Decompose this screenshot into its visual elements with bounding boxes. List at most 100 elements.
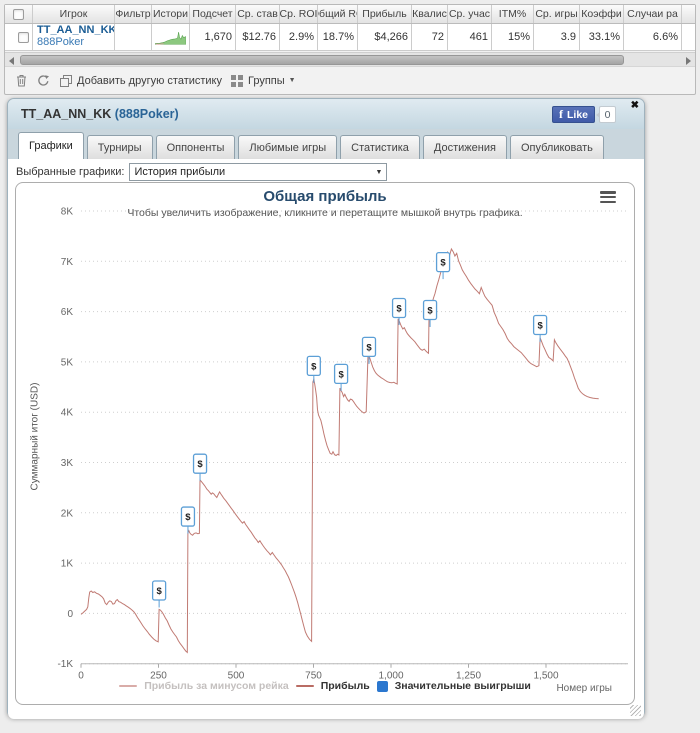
- column-header-5[interactable]: Ср. ROI: [280, 5, 318, 23]
- legend-item-profit[interactable]: Прибыль: [320, 680, 370, 692]
- win-marker-dollar: $: [537, 320, 543, 331]
- y-tick-label: 1K: [61, 559, 74, 570]
- win-marker-dollar: $: [440, 258, 446, 269]
- stat-cell-7: 15%: [492, 24, 534, 50]
- graph-selector-label: Выбранные графики:: [16, 166, 125, 178]
- stats-table-data-row: TT_AA_NN_KK 888Poker 1,670 $12.76 2.9% 18.7% $…: [5, 24, 695, 51]
- legend-square-wins-icon: [376, 680, 388, 692]
- column-header-7[interactable]: Прибыль: [358, 5, 412, 23]
- add-statistic-button[interactable]: Добавить другую статистику: [58, 73, 222, 88]
- tab-3[interactable]: Любимые игры: [238, 135, 338, 159]
- stat-cell-partial: [682, 24, 695, 50]
- column-header-partial: [682, 5, 695, 23]
- y-tick-label: 8K: [61, 207, 74, 218]
- stat-cell-6: 461: [448, 24, 492, 50]
- stat-cell-5: 72: [412, 24, 448, 50]
- graph-select[interactable]: История прибыли ▼: [129, 163, 388, 181]
- y-tick-label: -1K: [57, 659, 73, 670]
- x-tick-label: 500: [228, 671, 245, 682]
- win-marker-dollar: $: [396, 304, 402, 315]
- y-tick-label: 7K: [61, 257, 74, 268]
- add-statistic-icon: [58, 73, 73, 88]
- chart-legend: Прибыль за минусом рейка Прибыль Значите…: [16, 680, 634, 692]
- window-titlebar[interactable]: TT_AA_NN_KK (888Poker) f Like 0 ✖: [8, 99, 644, 129]
- profit-line: [80, 247, 599, 654]
- win-marker[interactable]: [180, 506, 196, 527]
- column-header-1[interactable]: Фильтр: [115, 5, 152, 23]
- tab-6[interactable]: Опубликовать: [509, 135, 604, 159]
- win-marker[interactable]: [192, 453, 208, 474]
- win-marker[interactable]: [391, 297, 407, 319]
- player-window: TT_AA_NN_KK (888Poker) f Like 0 ✖ График…: [7, 98, 645, 719]
- history-sparkline[interactable]: [155, 26, 186, 49]
- tab-4[interactable]: Статистика: [340, 135, 420, 159]
- win-marker[interactable]: [333, 363, 349, 385]
- column-header-10[interactable]: ITM%: [492, 5, 534, 23]
- win-marker[interactable]: [532, 314, 548, 336]
- resize-handle-icon[interactable]: [630, 705, 641, 716]
- column-header-13[interactable]: Случаи ра: [624, 5, 682, 23]
- win-marker[interactable]: [306, 355, 321, 377]
- y-tick-label: 2K: [61, 508, 74, 519]
- add-statistic-label: Добавить другую статистику: [77, 74, 222, 87]
- select-all-checkbox-cell: [5, 5, 33, 23]
- legend-dash-profit-icon: [295, 685, 314, 687]
- legend-item-rake[interactable]: Прибыль за минусом рейка: [144, 680, 289, 692]
- y-tick-label: 6K: [61, 307, 74, 318]
- player-name-link[interactable]: TT_AA_NN_KK: [37, 24, 115, 36]
- row-checkbox[interactable]: [18, 31, 29, 43]
- player-site-link[interactable]: 888Poker: [37, 36, 85, 48]
- column-header-6[interactable]: Общий RO: [318, 5, 358, 23]
- column-header-11[interactable]: Ср. игры: [534, 5, 580, 23]
- groups-label: Группы: [248, 74, 285, 87]
- stat-cell-8: 3.9: [534, 24, 580, 50]
- column-header-2[interactable]: Истори: [152, 5, 190, 23]
- window-title-site: (888Poker): [114, 107, 179, 121]
- scroll-right-icon[interactable]: [686, 57, 691, 65]
- win-marker-dollar: $: [366, 342, 372, 353]
- win-marker[interactable]: [151, 580, 167, 601]
- x-tick-label: 1,500: [533, 671, 558, 682]
- column-header-3[interactable]: Подсчет: [190, 5, 236, 23]
- stat-cell-1: $12.76: [236, 24, 280, 50]
- column-header-0[interactable]: Игрок: [33, 5, 115, 23]
- column-header-8[interactable]: Квалис: [412, 5, 448, 23]
- facebook-like-widget: f Like 0: [551, 106, 616, 123]
- trash-icon[interactable]: [14, 73, 29, 88]
- tab-5[interactable]: Достижения: [422, 135, 507, 159]
- tab-1[interactable]: Турниры: [86, 135, 153, 159]
- tab-2[interactable]: Оппоненты: [155, 135, 236, 159]
- win-marker[interactable]: [361, 336, 377, 358]
- win-marker-dollar: $: [156, 586, 162, 597]
- groups-button[interactable]: Группы ▼: [229, 73, 296, 88]
- select-all-checkbox[interactable]: [13, 8, 24, 20]
- chart-menu-icon[interactable]: [600, 191, 616, 203]
- win-marker[interactable]: [422, 299, 438, 321]
- window-title: TT_AA_NN_KK (888Poker): [21, 107, 179, 121]
- chart-subtitle: Чтобы увеличить изображение, кликните и …: [127, 207, 523, 219]
- tab-0[interactable]: Графики: [18, 132, 84, 159]
- scrollbar-thumb[interactable]: [20, 55, 624, 65]
- legend-item-wins[interactable]: Значительные выигрыши: [394, 680, 531, 692]
- x-tick-label: 1,000: [378, 671, 403, 682]
- win-marker-dollar: $: [197, 459, 203, 470]
- window-content: Выбранные графики: История прибыли ▼ 8K 7…: [8, 159, 644, 719]
- refresh-icon[interactable]: [36, 73, 51, 88]
- tab-bar: Графики Турниры Оппоненты Любимые игры Стати…: [8, 129, 644, 159]
- horizontal-scrollbar[interactable]: [5, 52, 695, 67]
- column-header-4[interactable]: Ср. став: [236, 5, 280, 23]
- x-tick-label: 750: [305, 671, 322, 682]
- facebook-like-button[interactable]: f Like: [551, 106, 595, 123]
- scroll-left-icon[interactable]: [9, 57, 14, 65]
- column-header-9[interactable]: Ср. учас: [448, 5, 492, 23]
- close-icon[interactable]: ✖: [630, 100, 639, 111]
- win-marker[interactable]: [435, 251, 451, 273]
- chart-plot-area[interactable]: 8K 7K 6K 5K 4K 3K 2K 1K 0 -1K 0 250 500 750 1,000 1,250…: [16, 183, 635, 705]
- filter-cell: [115, 24, 152, 50]
- column-header-12[interactable]: Коэффи: [580, 5, 624, 23]
- profit-chart[interactable]: 8K 7K 6K 5K 4K 3K 2K 1K 0 -1K 0 250 500 750 1,000 1,250…: [15, 182, 635, 705]
- graph-selector-row: Выбранные графики: История прибыли ▼: [16, 163, 388, 181]
